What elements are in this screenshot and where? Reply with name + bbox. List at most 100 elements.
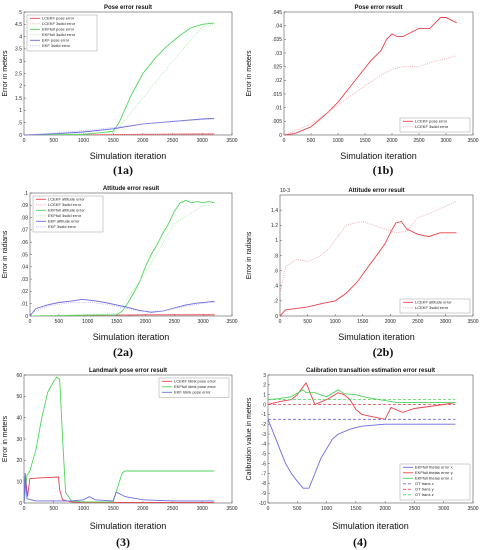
y-tick-label: .01 [21,302,28,308]
chart-title: Pose error result [354,5,402,11]
series-line [24,117,215,135]
y-tick-label: -4 [262,442,267,448]
legend-label: LCEKF ldmk pose error [174,379,216,384]
x-tick-label: 2000 [140,319,151,325]
x-tick-label: 2000 [380,506,391,512]
y-tick-label: 3 [19,59,22,65]
y-tick-label: 3.5 [15,47,22,53]
y-tick-label: -3 [262,432,267,438]
y-tick-label: 1 [19,108,22,114]
x-tick-label: 3000 [198,319,209,325]
legend-label: LCEKF 3sdid error [415,305,449,310]
x-tick-label: 2500 [412,319,423,325]
legend-label: GT trans x [415,481,434,486]
y-tick-label: -2 [262,422,267,428]
legend-label: EKF attitude error [48,219,80,224]
x-tick-label: 0 [23,138,26,144]
x-tick-label: 1000 [82,319,93,325]
chart-2b: Attitude error result 0 500 1000 1500 2000 250… [246,188,479,342]
y-tick-label: 1 [275,238,278,244]
x-axis-label: Simulation iteration [332,521,409,531]
x-tick-label: 3500 [467,319,478,325]
legend-label: EKFfull pose error [42,27,75,32]
y-tick-label: 2 [19,84,22,90]
series-line [30,199,215,316]
y-tick-label: .2 [274,299,278,305]
y-tick-label: -8 [262,481,267,487]
x-tick-label: 2000 [137,506,148,512]
series-group [30,199,215,316]
x-tick-label: 1500 [359,138,370,144]
y-tick-label: .8 [274,253,278,259]
x-tick-label: 1500 [350,506,361,512]
x-axis-label: Simulation iteration [338,332,415,342]
y-tick-label: .1 [24,191,28,197]
x-tick-label: 500 [293,506,302,512]
legend-label: GT trans z [415,492,434,497]
x-tick-label: 1500 [108,506,119,512]
series-line [284,55,457,135]
legend-label: LCEKF pose error [415,119,448,124]
panel-label-4: (4) [353,535,367,549]
y-tick-label: .03 [21,277,28,283]
legend-label: EKF 3sdid error [42,43,71,48]
series-group [24,22,215,135]
y-tick-label: .07 [21,228,28,234]
legend-label: LCEKF attitude error [48,197,85,202]
y-axis-label: Error in radians [246,231,253,279]
y-tick-label: 4 [19,34,22,40]
y-tick-label: .08 [21,215,28,221]
legend-label: GT trans y [415,487,434,492]
series-line [280,220,457,316]
panel-label-1b: (1b) [372,163,394,177]
x-tick-label: 1000 [321,506,332,512]
y-tick-label: 0 [19,133,22,139]
legend-label: EKF ldmk pose error [174,390,211,395]
y-tick-label: 4.5 [15,22,22,28]
x-tick-label: 3000 [438,506,449,512]
y-tick-label: .09 [21,203,28,209]
chart-4: Calibration transaltion estimation error… [246,368,479,531]
series-line [30,204,215,316]
x-tick-label: 2500 [167,506,178,512]
y-axis-label: Error in meters [246,50,253,97]
chart-1b: Pose error result 0 500 1000 1500 2000 2500 300… [246,5,479,161]
y-tick-label: -1 [262,412,267,418]
x-tick-label: 1000 [332,138,343,144]
y-tick-label: .03 [275,51,282,57]
y-tick-label: 1.5 [15,96,22,102]
y-tick-label: 1 [263,392,266,398]
x-axis-label: Simulation iteration [340,151,417,161]
y-axis-label: Error in radians [2,230,9,278]
series-line [268,419,456,489]
y-tick-label: .04 [275,23,282,29]
y-tick-label: .06 [21,240,28,246]
y-tick-label: 10 [16,479,22,485]
series-line [284,17,458,135]
y-tick-label: .02 [21,289,28,295]
y-multiplier-label: 10-3 [280,188,290,194]
y-tick-label: .5 [18,121,22,127]
y-tick-label: 1.2 [271,223,278,229]
x-tick-label: 3000 [197,138,208,144]
y-tick-label: 0 [263,402,266,408]
panel-label-1a: (1a) [113,163,133,177]
series-line [280,200,457,294]
legend-label: LCEKF pose error [42,16,75,21]
x-axis-label: Simulation iteration [93,332,170,342]
y-tick-label: 0 [19,501,22,507]
panel-label-2b: (2b) [372,345,394,359]
y-tick-label: -5 [262,452,267,458]
y-tick-label: 60 [16,373,22,379]
y-tick-label: 0 [279,133,282,139]
legend-label: LCEKF 3sdid error [415,124,449,129]
legend-label: EKFfull thetas error y [415,470,453,475]
series-line [24,23,215,135]
series-line [268,389,456,404]
series-line [24,118,215,135]
x-tick-label: 2500 [167,138,178,144]
